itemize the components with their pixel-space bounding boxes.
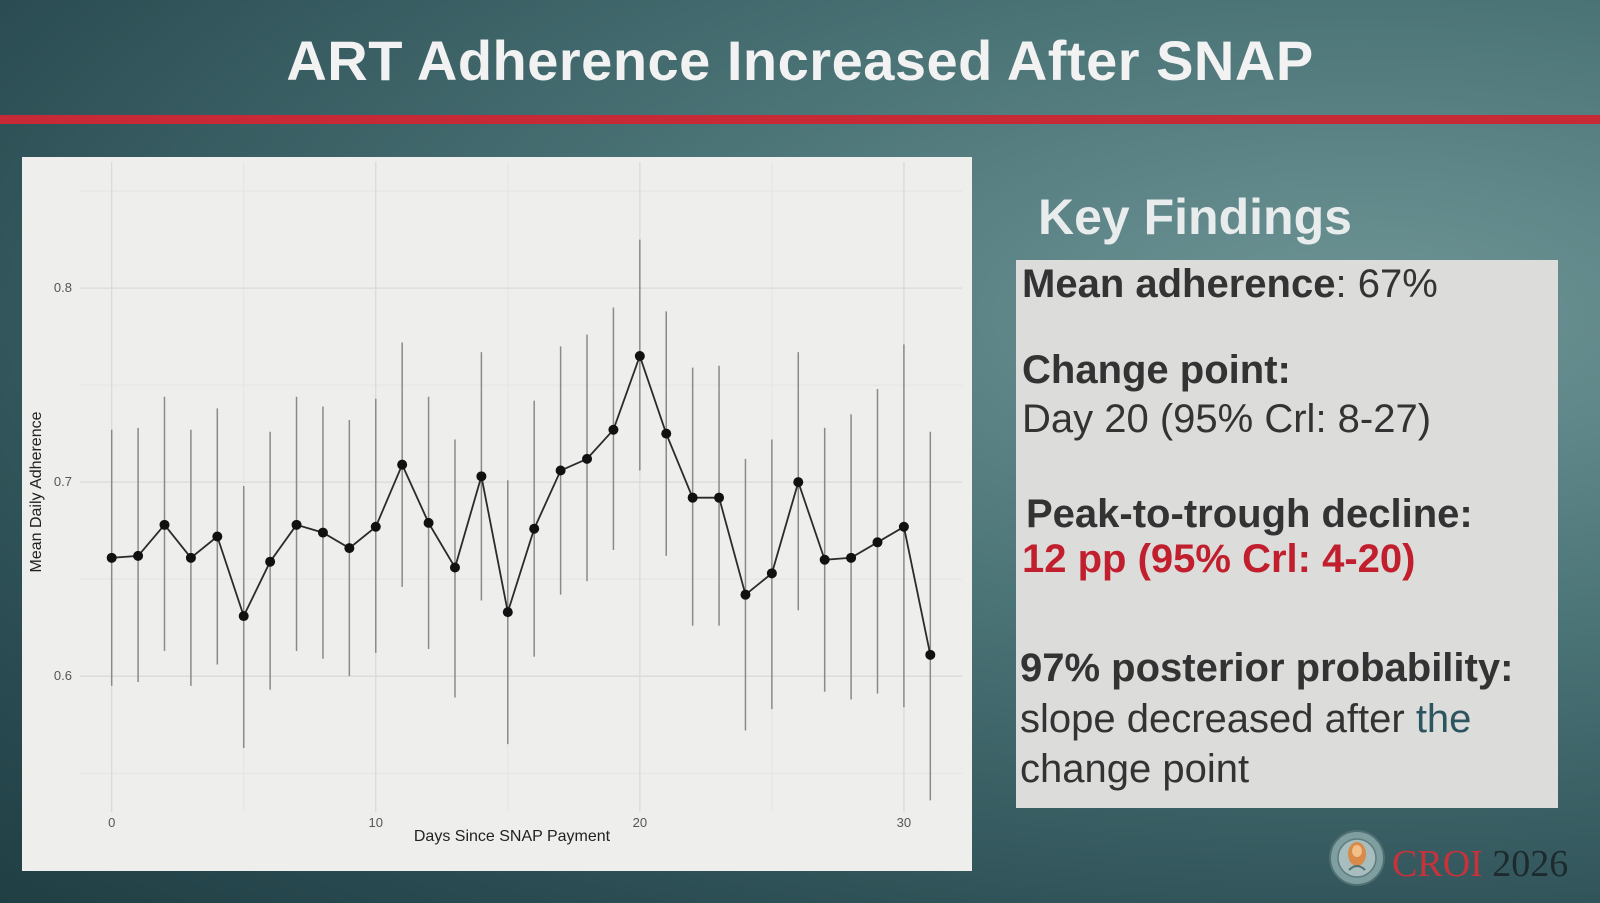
y-tick-label: 0.7 — [54, 474, 72, 489]
data-point — [925, 649, 936, 660]
change-point-label: Change point: — [1022, 348, 1291, 392]
change-point-value: Day 20 (95% Crl: 8-27) — [1022, 397, 1432, 441]
data-point — [317, 527, 328, 538]
data-point — [793, 477, 804, 488]
x-tick-label: 30 — [897, 815, 911, 830]
data-point — [212, 531, 223, 542]
data-point — [185, 552, 196, 563]
mean-adherence-line: Mean adherence: 67% — [1022, 262, 1438, 307]
key-findings-box: Mean adherence: 67% Change point: Day 20… — [1016, 260, 1558, 808]
croi-wordmark: CROI 2026 — [1392, 842, 1568, 886]
chart-panel: 0 10 20 30 0.6 0.7 0.8 Days Since SNAP Payment… — [22, 157, 972, 871]
data-point — [502, 607, 513, 618]
data-points — [106, 351, 936, 660]
y-axis-label: Mean Daily Adherence — [28, 411, 45, 572]
data-point — [370, 521, 381, 532]
data-point — [846, 552, 857, 563]
data-point — [397, 459, 408, 470]
data-point — [106, 552, 117, 563]
mean-adherence-value: : 67% — [1335, 262, 1438, 306]
x-tick-label: 10 — [369, 815, 383, 830]
posterior-text-end: change point — [1020, 747, 1250, 791]
data-point — [449, 562, 460, 573]
posterior-label: 97% posterior probability: — [1020, 646, 1514, 690]
data-point — [265, 556, 276, 567]
data-point — [898, 521, 909, 532]
x-axis-label: Days Since SNAP Payment — [414, 828, 611, 845]
slide-title: ART Adherence Increased After SNAP — [286, 29, 1314, 92]
data-point — [634, 351, 645, 362]
data-point — [344, 543, 355, 554]
data-point — [740, 589, 751, 600]
croi-year: 2026 — [1492, 843, 1569, 885]
data-point — [133, 550, 144, 561]
data-point — [687, 492, 698, 503]
posterior-text-part: slope decreased after — [1020, 697, 1416, 741]
axis-ticks: 0 10 20 30 0.6 0.7 0.8 — [54, 280, 911, 830]
y-tick-label: 0.6 — [54, 668, 72, 683]
data-point — [872, 537, 883, 548]
data-point — [582, 453, 593, 464]
data-point — [766, 568, 777, 579]
data-point — [555, 465, 566, 476]
x-tick-label: 20 — [633, 815, 647, 830]
data-point — [423, 517, 434, 528]
data-point — [159, 519, 170, 530]
data-point — [714, 492, 725, 503]
data-point — [819, 554, 830, 565]
posterior-text: slope decreased after the — [1020, 697, 1471, 742]
data-point — [529, 523, 540, 534]
key-findings-heading: Key Findings — [1038, 189, 1352, 245]
y-tick-label: 0.8 — [54, 280, 72, 295]
peak-decline-value: 12 pp (95% Crl: 4-20) — [1022, 537, 1416, 581]
x-tick-label: 0 — [108, 815, 115, 830]
peak-decline-label: Peak-to-trough decline: — [1026, 492, 1473, 536]
data-point — [238, 611, 249, 622]
data-point — [291, 519, 302, 530]
chart-grid — [80, 162, 962, 812]
posterior-text-highlight: the — [1415, 697, 1472, 741]
data-point — [661, 428, 672, 439]
adherence-chart: 0 10 20 30 0.6 0.7 0.8 Days Since SNAP Payment… — [28, 162, 962, 845]
data-point — [476, 471, 487, 482]
data-point — [608, 424, 619, 435]
title-divider — [0, 115, 1600, 124]
croi-name: CROI — [1392, 843, 1483, 885]
series-line — [111, 353, 932, 655]
error-bars — [110, 239, 932, 801]
mean-adherence-label: Mean adherence — [1022, 262, 1336, 306]
croi-logo-icon — [1329, 830, 1385, 886]
